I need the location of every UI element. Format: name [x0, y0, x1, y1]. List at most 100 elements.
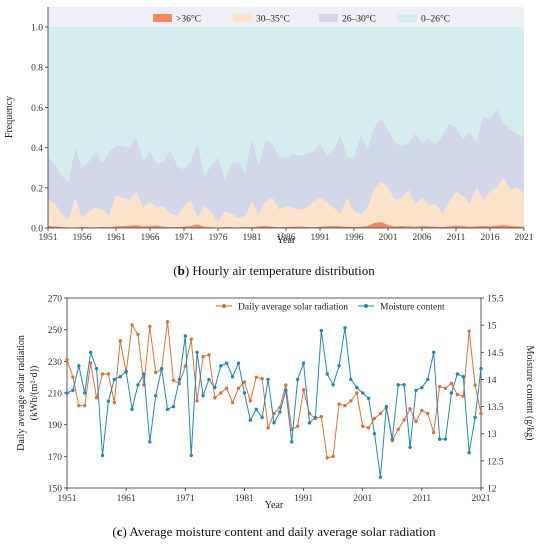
moisture-content-point	[106, 399, 111, 403]
chart-c-y-left-tick-label: 170	[48, 453, 63, 463]
solar-radiation-point	[414, 419, 418, 424]
moisture-content-point	[219, 364, 223, 368]
chart-c-x-tick-label: 2011	[413, 494, 432, 504]
solar-radiation-point	[136, 332, 140, 337]
solar-radiation-point	[213, 396, 217, 400]
chart-b-axes: 1951 1956 1961 1966 1971 1976 1981 1986 1991 1996…	[31, 7, 534, 243]
solar-radiation-point	[260, 377, 264, 381]
moisture-content-point	[437, 437, 442, 441]
solar-radiation-point	[366, 426, 371, 430]
legend-swatch-s30	[233, 14, 252, 22]
chart-b-x-tick-label: 1956	[73, 233, 92, 243]
moisture-content-point	[396, 383, 400, 387]
chart-c-y-left-tick-label: 210	[48, 390, 63, 400]
moisture-content-point	[455, 372, 460, 376]
chart-b-x-tick-label: 2021	[515, 233, 534, 243]
moisture-content-point	[142, 372, 146, 376]
solar-radiation-point	[449, 381, 454, 386]
moisture-content-point	[426, 377, 430, 382]
moisture-content-point	[230, 375, 235, 379]
chart-c-y-right-tick-label: 15	[487, 322, 497, 332]
legend-label-s26: 26–30°C	[342, 14, 376, 25]
chart-b-x-tick-label: 1971	[175, 233, 194, 243]
moisture-content-point	[183, 334, 187, 338]
chart-b-y-tick-label: 0.4	[31, 144, 43, 154]
solar-radiation-point	[224, 386, 229, 390]
moisture-content-point	[136, 383, 140, 387]
moisture-content-point	[307, 421, 312, 425]
chart-c-y-right-tick-label: 13	[487, 430, 497, 440]
solar-radiation-point	[349, 399, 353, 403]
solar-radiation-point	[337, 402, 341, 406]
solar-radiation-point	[455, 392, 460, 397]
chart-c-x-axis-label: Year	[265, 500, 284, 511]
solar-radiation-point	[355, 391, 359, 395]
moisture-content-point	[207, 377, 211, 382]
chart-b-x-tick-label: 1976	[209, 233, 228, 243]
chart-b-y-tick-label: 1.0	[31, 24, 43, 34]
chart-c-legend: Daily average solar radiation Moisture co…	[216, 303, 445, 313]
moisture-content-point	[349, 377, 353, 382]
chart-c-x-tick-label: 1951	[58, 494, 77, 504]
chart-b-x-tick-label: 1981	[243, 233, 262, 243]
solar-radiation-point	[284, 383, 288, 387]
moisture-content-point	[325, 372, 329, 376]
solar-radiation-point	[319, 415, 324, 419]
moisture-content-point	[94, 366, 99, 371]
moisture-content-point	[301, 361, 306, 365]
chart-b-x-tick-label: 1996	[345, 233, 364, 243]
solar-radiation-point	[467, 329, 471, 333]
area-0-26	[48, 27, 524, 182]
solar-radiation-point	[325, 456, 329, 460]
chart-b-caption-letter: b	[178, 263, 185, 278]
legend-label-s30: 30–35°C	[256, 14, 290, 25]
chart-b-x-tick-label: 1991	[311, 233, 330, 243]
solar-radiation-point	[266, 426, 270, 430]
solar-radiation-point	[396, 427, 400, 432]
solar-radiation-point	[301, 388, 306, 392]
solar-radiation-point	[171, 378, 176, 383]
moisture-content-point	[248, 418, 253, 422]
chart-c-y-right-tick-label: 13.5	[487, 403, 504, 413]
solar-radiation-point	[361, 424, 365, 428]
temperature-distribution-chart: 1951 1956 1961 1966 1971 1976 1981 1986 1991 1996…	[4, 7, 534, 278]
moisture-content-point	[384, 404, 389, 409]
moisture-content-point	[449, 391, 454, 395]
solar-radiation-point	[100, 372, 105, 376]
chart-c-y-left-label-line2: (kWh/(m²·d))	[29, 366, 40, 421]
moisture-content-point	[414, 388, 418, 392]
moisture-content-point	[112, 377, 117, 382]
moisture-content-point	[331, 383, 335, 387]
moisture-content-point	[224, 361, 229, 365]
legend-swatch-s0	[398, 14, 417, 22]
moisture-content-point	[266, 377, 270, 382]
chart-b-x-tick-label: 1951	[39, 233, 58, 243]
moisture-content-point	[236, 361, 241, 365]
solar-radiation-point	[248, 399, 253, 403]
area-over-36	[48, 221, 524, 228]
solar-radiation-point	[295, 424, 300, 428]
moisture-content-point	[366, 396, 371, 401]
solar-radiation-point	[94, 396, 99, 400]
solar-radiation-point	[112, 400, 117, 405]
solar-radiation-point	[408, 407, 412, 411]
moisture-content-point	[343, 326, 347, 330]
moisture-content-point	[378, 475, 383, 479]
chart-c-y-left-label-line1: Daily average solar radiation	[16, 335, 27, 451]
chart-b-y-tick-label: 0.0	[31, 225, 43, 235]
solar-radiation-point	[88, 361, 93, 365]
chart-b-caption-text: Hourly air temperature distribution	[192, 263, 375, 278]
solar-radiation-point	[236, 386, 241, 390]
solar-radiation-point	[207, 353, 211, 357]
solar-radiation-point	[420, 408, 424, 413]
moisture-content-point	[408, 445, 412, 449]
moisture-content-point	[65, 391, 69, 395]
moisture-content-point	[165, 407, 170, 411]
legend-moisture-content-marker	[364, 304, 368, 308]
solar-radiation-point	[201, 354, 205, 359]
moisture-content-point	[372, 432, 377, 436]
solar-radiation-point	[183, 364, 187, 368]
chart-b-y-tick-label: 0.6	[31, 104, 43, 114]
chart-c-y-right-tick-label: 14.5	[487, 349, 504, 359]
solar-radiation-point	[77, 403, 81, 408]
